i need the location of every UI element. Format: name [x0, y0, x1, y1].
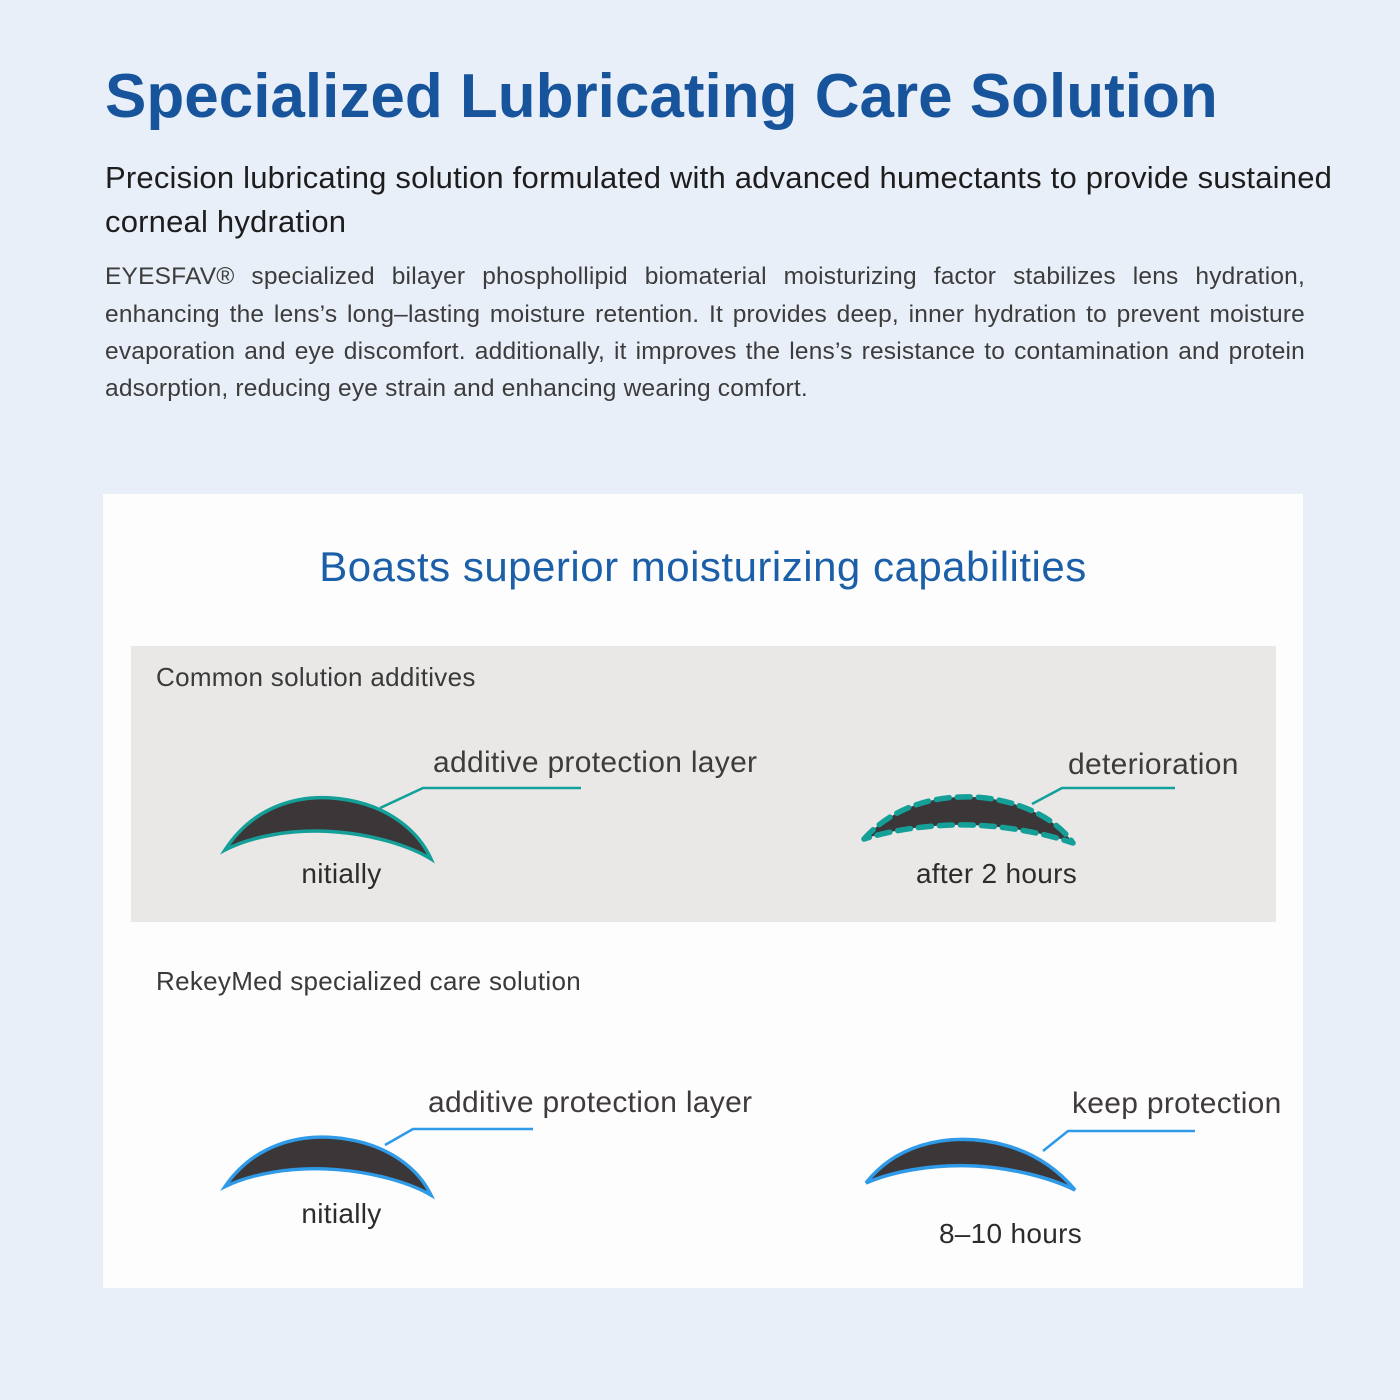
- lens-deteriorated-diagram: [861, 794, 1076, 846]
- figure-caption-after-2-hours: after 2 hours: [915, 858, 1078, 889]
- figure-caption-initially: nitially: [301, 858, 382, 889]
- leader-line-icon: [1031, 786, 1175, 806]
- panel-label-rekeymed: RekeyMed specialized care solution: [156, 966, 581, 996]
- leader-line-icon: [384, 1127, 533, 1147]
- annotation-additive-protection-layer: additive protection layer: [433, 746, 758, 779]
- common-additives-panel: [131, 646, 1276, 922]
- page-title: Specialized Lubricating Care Solution: [105, 62, 1218, 131]
- card-title: Boasts superior moisturizing capabilitie…: [319, 543, 1087, 590]
- lens-initial-diagram: [219, 795, 435, 864]
- annotation-additive-protection-layer: additive protection layer: [428, 1086, 753, 1119]
- product-description: EYESFAV® specialized bilayer phosphollip…: [105, 263, 1305, 403]
- page-header: Specialized Lubricating Care Solution Pr…: [105, 60, 1340, 407]
- lens-protected-diagram: [864, 1137, 1077, 1192]
- annotation-deterioration: deterioration: [1068, 748, 1239, 781]
- figure-caption-8-10-hours: 8–10 hours: [938, 1218, 1083, 1249]
- leader-line-icon: [1042, 1129, 1195, 1153]
- lens-initial-diagram: [219, 1135, 435, 1200]
- figure-caption-initially: nitially: [301, 1198, 382, 1229]
- moisturizing-card: Boasts superior moisturizing capabilitie…: [103, 494, 1303, 1288]
- panel-label-common: Common solution additives: [156, 662, 476, 692]
- page-subtitle: Precision lubricating solution formulate…: [105, 160, 1333, 240]
- annotation-keep-protection: keep protection: [1072, 1087, 1282, 1120]
- leader-line-icon: [379, 786, 581, 810]
